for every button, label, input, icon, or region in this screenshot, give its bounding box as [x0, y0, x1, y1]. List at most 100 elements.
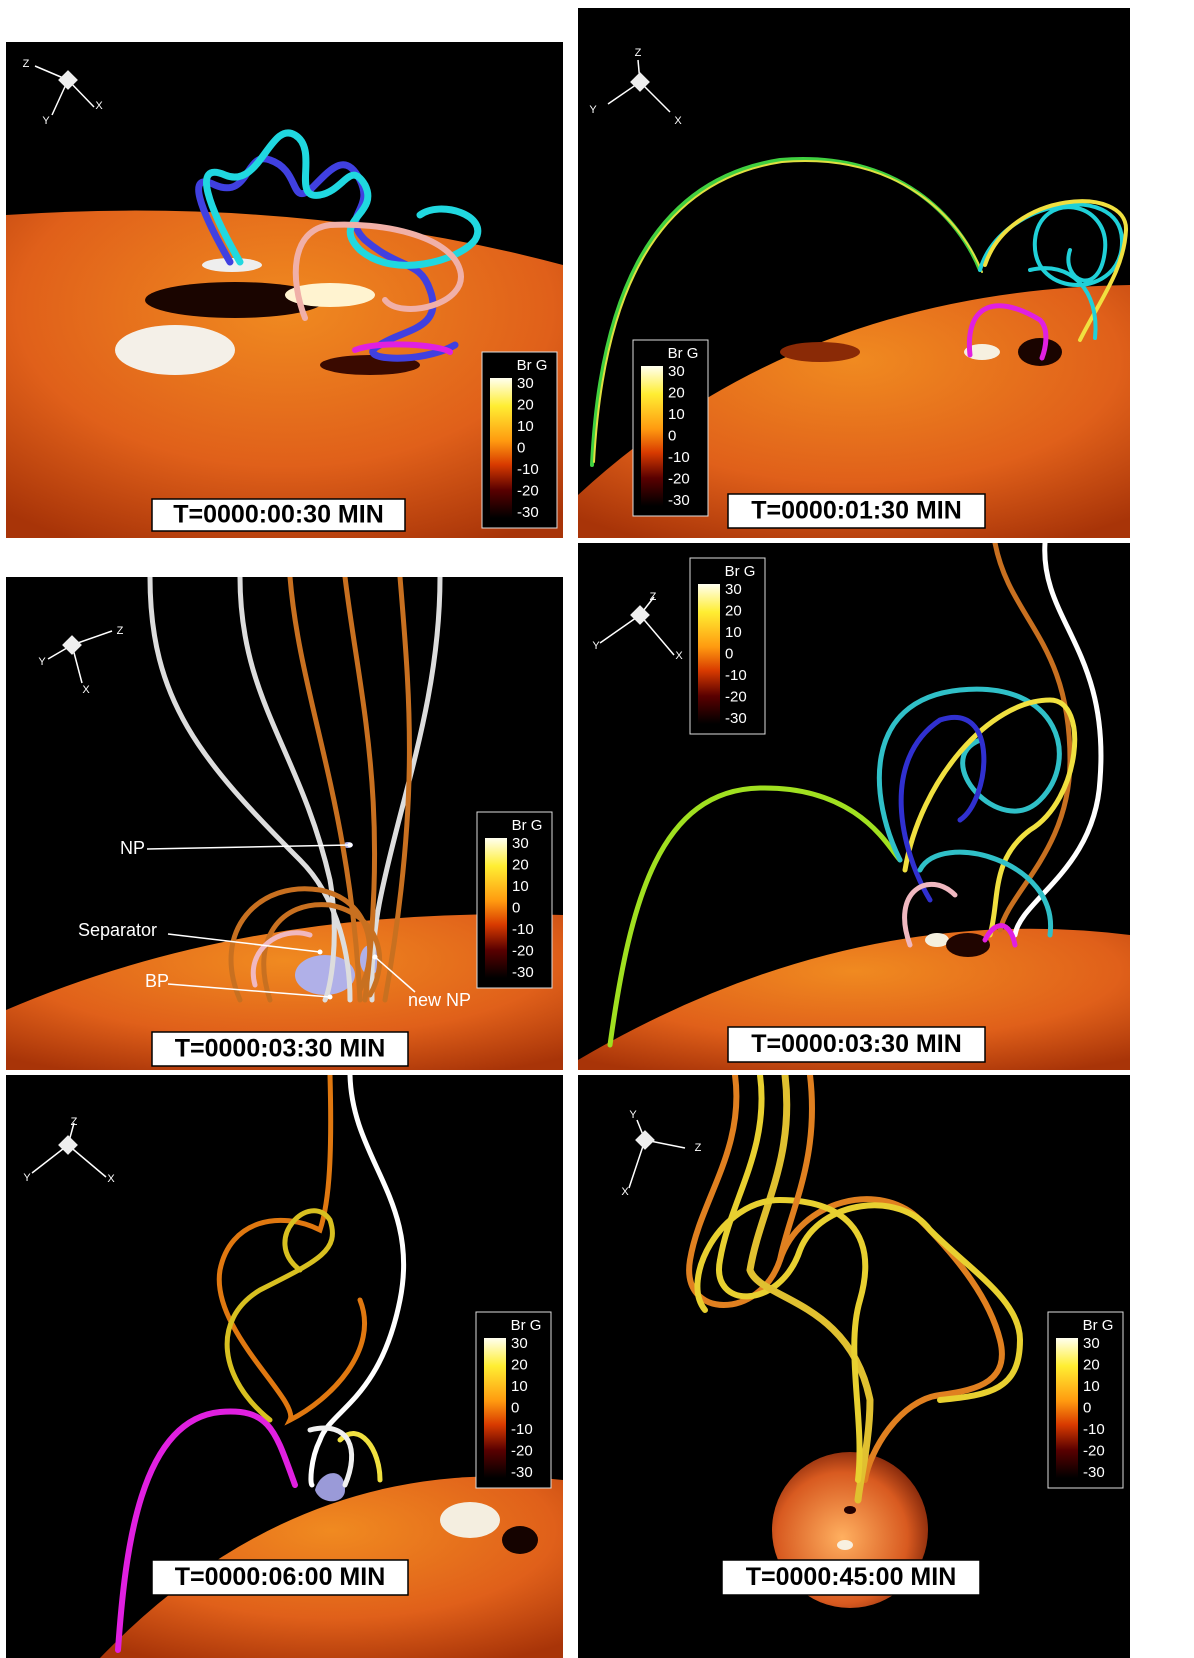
magnetic-feature — [780, 342, 860, 362]
colorbar-tick-label: -10 — [511, 1421, 533, 1438]
annotation-arrowhead — [328, 995, 333, 1000]
colorbar-title: Br G — [512, 817, 543, 834]
colorbar-tick-label: 20 — [725, 602, 742, 619]
colorbar-tick-label: 0 — [512, 899, 520, 916]
colorbar-title: Br G — [511, 1317, 542, 1334]
colorbar-tick-label: 30 — [512, 835, 529, 852]
panel: ZYXBr G3020100-10-20-30T=0000:03:30 MIN — [578, 543, 1130, 1070]
magnetic-feature — [946, 933, 990, 957]
solar-surface — [6, 211, 563, 538]
colorbar-tick-label: -20 — [725, 688, 747, 705]
colorbar-tick-label: 30 — [517, 375, 534, 392]
colorbar-gradient — [1056, 1338, 1078, 1478]
colorbar-tick-label: -10 — [725, 667, 747, 684]
colorbar-tick-label: 20 — [512, 856, 529, 873]
colorbar-tick-label: -30 — [1083, 1464, 1105, 1481]
axis-label: Y — [23, 1172, 31, 1184]
axis-label: X — [95, 100, 103, 112]
colorbar-tick-label: 0 — [668, 427, 676, 444]
colorbar-tick-label: 10 — [725, 624, 742, 641]
axis-label: X — [107, 1173, 115, 1185]
colorbar-tick-label: -10 — [1083, 1421, 1105, 1438]
magnetic-feature — [440, 1502, 500, 1538]
colorbar-tick-label: -10 — [517, 461, 539, 478]
colorbar-tick-label: 0 — [517, 439, 525, 456]
axis-label: X — [621, 1186, 629, 1198]
colorbar-gradient — [641, 366, 663, 506]
colorbar-tick-label: 20 — [511, 1356, 528, 1373]
colorbar-title: Br G — [725, 563, 756, 580]
figure: ZYXBr G3020100-10-20-30T=0000:00:30 MINZ… — [0, 0, 1194, 1658]
axis-label: X — [674, 115, 682, 127]
colorbar-tick-label: 20 — [517, 396, 534, 413]
panel: Z Y X Br G30 20 10 0 -10 -20 -30 T=0000:03:30 MIN N… — [6, 577, 563, 1070]
colorbar-tick-label: 30 — [511, 1335, 528, 1352]
time-label: T=0000:01:30 MIN — [751, 497, 962, 525]
panel: Z Y X Br G30 20 10 0 -10 -20 -30 T=0000:01:30 MIN — [578, 8, 1130, 538]
time-label: T=0000:06:00 MIN — [175, 1563, 386, 1591]
axis-label: Z — [71, 1116, 78, 1128]
time-label: T=0000:00:30 MIN — [173, 501, 384, 529]
colorbar-gradient — [485, 838, 507, 978]
colorbar-tick-label: -30 — [511, 1464, 533, 1481]
axis-label: Z — [23, 58, 30, 70]
colorbar-gradient — [490, 378, 512, 518]
axis-label: Y — [42, 115, 50, 127]
annotation-arrowhead — [348, 843, 353, 848]
colorbar-tick-label: 0 — [725, 645, 733, 662]
axis-label: Z — [117, 625, 124, 637]
magnetic-feature — [115, 325, 235, 375]
colorbar-gradient — [484, 1338, 506, 1478]
axis-label: Y — [592, 640, 600, 652]
annotation-label: new NP — [408, 990, 471, 1010]
annotation-label: NP — [120, 838, 145, 858]
colorbar-tick-label: -30 — [517, 504, 539, 521]
axis-label: X — [82, 684, 90, 696]
colorbar-tick-label: -30 — [725, 710, 747, 727]
colorbar-title: Br G — [668, 345, 699, 362]
panel: YZXBr G3020100-10-20-30T=0000:45:00 MIN — [578, 1075, 1130, 1658]
magnetic-feature — [844, 1506, 856, 1514]
panel-content: ZYXBr G3020100-10-20-30T=0000:00:30 MIN — [6, 42, 563, 538]
annotation-label: BP — [145, 971, 169, 991]
time-label: T=0000:45:00 MIN — [746, 1563, 957, 1591]
time-label: T=0000:03:30 MIN — [175, 1035, 386, 1063]
axis-label: Y — [589, 104, 597, 116]
colorbar-tick-label: 10 — [512, 878, 529, 895]
axis-label: Y — [629, 1109, 637, 1121]
colorbar-tick-label: 30 — [1083, 1335, 1100, 1352]
colorbar-tick-label: -10 — [512, 921, 534, 938]
colorbar-tick-label: -20 — [512, 942, 534, 959]
colorbar-tick-label: 10 — [511, 1378, 528, 1395]
axis-label: Z — [695, 1142, 702, 1154]
colorbar-tick-label: -20 — [668, 470, 690, 487]
colorbar-tick-label: -10 — [668, 449, 690, 466]
magnetic-feature — [502, 1526, 538, 1554]
colorbar-tick-label: 20 — [1083, 1356, 1100, 1373]
magnetic-feature — [1018, 338, 1062, 366]
colorbar-title: Br G — [517, 357, 548, 374]
colorbar-tick-label: 30 — [668, 363, 685, 380]
colorbar-tick-label: -30 — [512, 964, 534, 981]
colorbar-tick-label: 0 — [1083, 1399, 1091, 1416]
panel-content: Z Y X Br G30 20 10 0 -10 -20 -30 T=0000:01:30 MIN — [578, 8, 1130, 538]
panel-content: Z Y X Br G30 20 10 0 -10 -20 -30 T=0000:03:30 MIN N… — [6, 577, 563, 1070]
page: ZYXBr G3020100-10-20-30T=0000:00:30 MINZ… — [0, 0, 1194, 1658]
colorbar-tick-label: 10 — [668, 406, 685, 423]
annotation-label: Separator — [78, 920, 157, 940]
axis-label: Z — [635, 47, 642, 59]
magnetic-feature — [925, 933, 949, 947]
colorbar-tick-label: 0 — [511, 1399, 519, 1416]
time-label: T=0000:03:30 MIN — [751, 1030, 962, 1058]
annotation-arrowhead — [318, 950, 323, 955]
axis-label: Y — [38, 656, 46, 668]
colorbar-tick-label: 30 — [725, 581, 742, 598]
magnetic-feature — [837, 1540, 853, 1550]
colorbar-tick-label: 20 — [668, 384, 685, 401]
colorbar-tick-label: -20 — [1083, 1442, 1105, 1459]
colorbar-gradient — [698, 584, 720, 724]
colorbar-tick-label: -30 — [668, 492, 690, 509]
